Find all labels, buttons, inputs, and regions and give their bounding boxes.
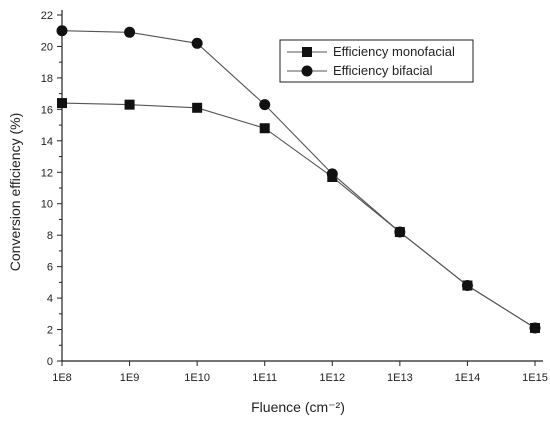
data-point-monofacial (57, 98, 67, 109)
y-tick-label: 8 (47, 230, 53, 242)
x-axis-ticks: 1E8 1E9 1E10 1E11 1E12 1E13 1E14 1E15 (52, 361, 548, 384)
legend-label-bifacial: Efficiency bifacial (333, 63, 433, 78)
data-point-bifacial (56, 25, 68, 37)
y-tick-label: 18 (41, 73, 53, 85)
x-tick-label: 1E9 (120, 372, 140, 384)
y-tick-label: 2 (47, 325, 53, 337)
data-point-bifacial (191, 37, 203, 49)
legend-marker-monofacial (302, 47, 312, 57)
series-layer (56, 25, 541, 334)
data-point-bifacial (461, 280, 473, 292)
y-tick-label: 16 (41, 104, 53, 116)
series-line-monofacial (61, 102, 536, 329)
x-axis-title: Fluence (cm⁻²) (251, 399, 345, 415)
y-tick-label: 4 (47, 293, 53, 305)
legend: Efficiency monofacial Efficiency bifacia… (279, 39, 474, 83)
data-point-monofacial (124, 99, 135, 110)
y-tick-label: 0 (47, 356, 53, 368)
legend-marker-bifacial (301, 65, 313, 77)
y-tick-label: 10 (41, 199, 53, 211)
data-point-bifacial (326, 168, 338, 180)
legend-label-monofacial: Efficiency monofacial (333, 44, 455, 59)
x-tick-label: 1E12 (319, 372, 345, 384)
legend-box (279, 39, 474, 83)
y-axis-ticks: 0 2 4 6 8 10 12 14 16 18 20 22 (41, 10, 62, 368)
x-tick-label: 1E11 (252, 372, 277, 384)
y-tick-label: 20 (41, 41, 53, 53)
data-point-bifacial (259, 99, 271, 111)
plot-area (61, 10, 543, 362)
x-tick-label: 1E13 (387, 372, 413, 384)
data-point-bifacial (124, 26, 136, 38)
x-tick-label: 1E15 (522, 372, 548, 384)
y-tick-label: 6 (47, 262, 53, 274)
y-tick-label: 14 (41, 136, 53, 148)
data-point-monofacial (259, 123, 270, 134)
data-point-bifacial (394, 226, 406, 238)
x-tick-label: 1E8 (52, 372, 72, 384)
data-point-monofacial (192, 102, 203, 113)
series-line-bifacial (61, 30, 536, 329)
x-tick-label: 1E14 (455, 372, 481, 384)
y-tick-label: 22 (41, 10, 53, 22)
y-axis-title: Conversion efficiency (%) (7, 113, 23, 271)
y-tick-label: 12 (41, 167, 53, 179)
x-tick-label: 1E10 (184, 372, 210, 384)
data-point-bifacial (529, 322, 541, 334)
